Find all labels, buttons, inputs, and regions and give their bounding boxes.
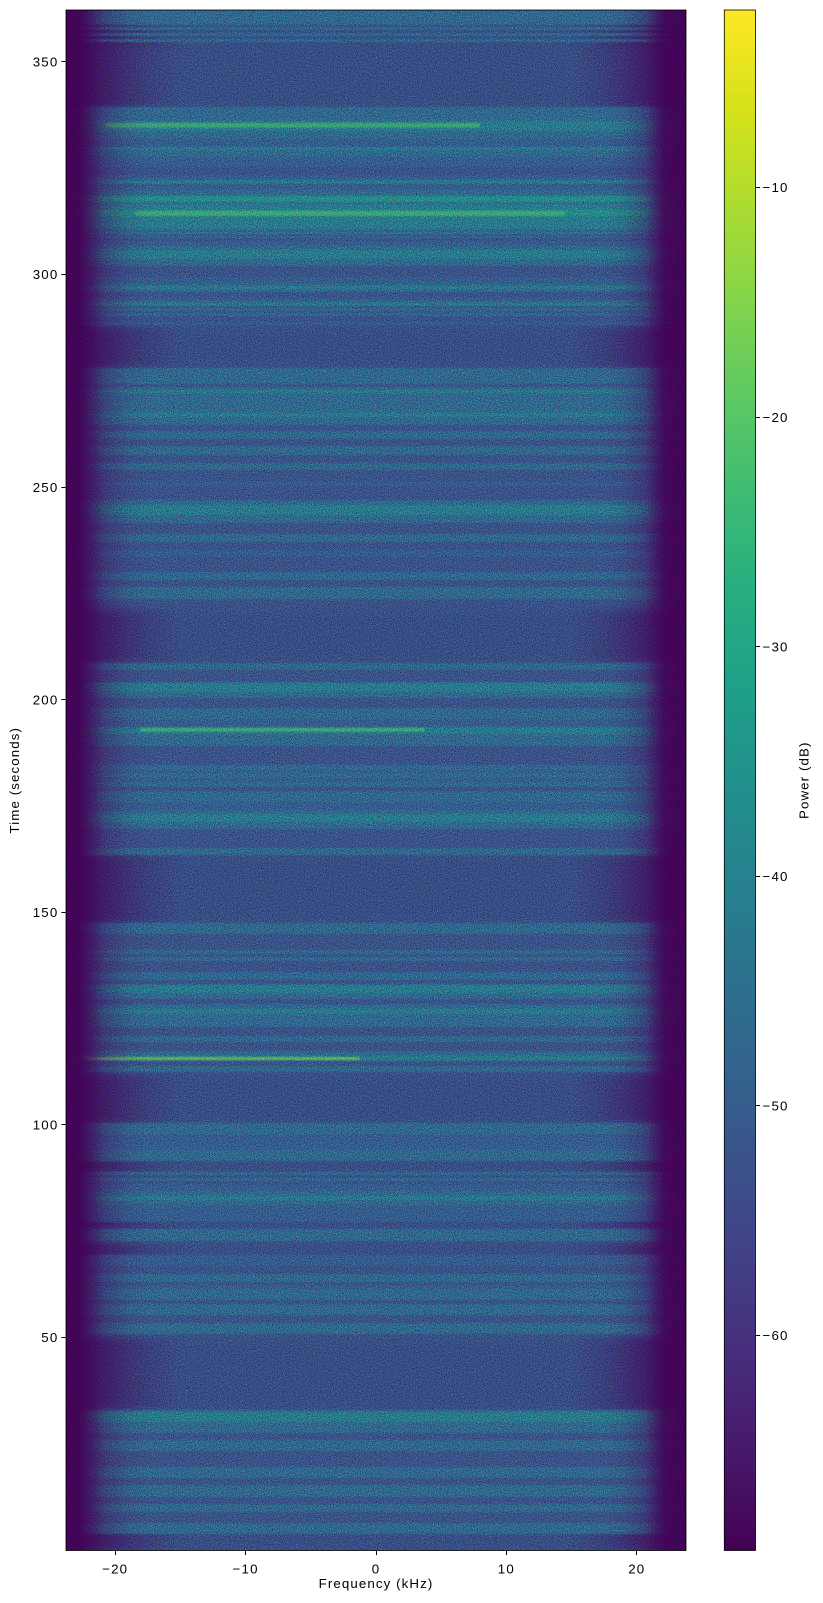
svg-text:−40: −40 <box>763 869 789 884</box>
svg-text:−10: −10 <box>233 1561 259 1576</box>
svg-text:Time (seconds): Time (seconds) <box>7 727 22 834</box>
svg-text:−20: −20 <box>763 410 789 425</box>
svg-text:Frequency (kHz): Frequency (kHz) <box>319 1576 434 1591</box>
svg-text:Power (dB): Power (dB) <box>796 741 811 819</box>
svg-text:100: 100 <box>33 1118 59 1133</box>
svg-text:−50: −50 <box>763 1099 789 1114</box>
svg-text:10: 10 <box>498 1561 515 1576</box>
svg-text:20: 20 <box>628 1561 645 1576</box>
svg-text:0: 0 <box>372 1561 381 1576</box>
svg-text:150: 150 <box>33 905 59 920</box>
svg-text:300: 300 <box>33 267 59 282</box>
svg-text:−20: −20 <box>102 1561 128 1576</box>
svg-text:250: 250 <box>33 480 59 495</box>
svg-text:−60: −60 <box>763 1328 789 1343</box>
svg-text:−10: −10 <box>763 180 789 195</box>
svg-text:−30: −30 <box>763 639 789 654</box>
svg-text:200: 200 <box>33 692 59 707</box>
svg-text:350: 350 <box>33 55 59 70</box>
svg-text:50: 50 <box>41 1330 58 1345</box>
